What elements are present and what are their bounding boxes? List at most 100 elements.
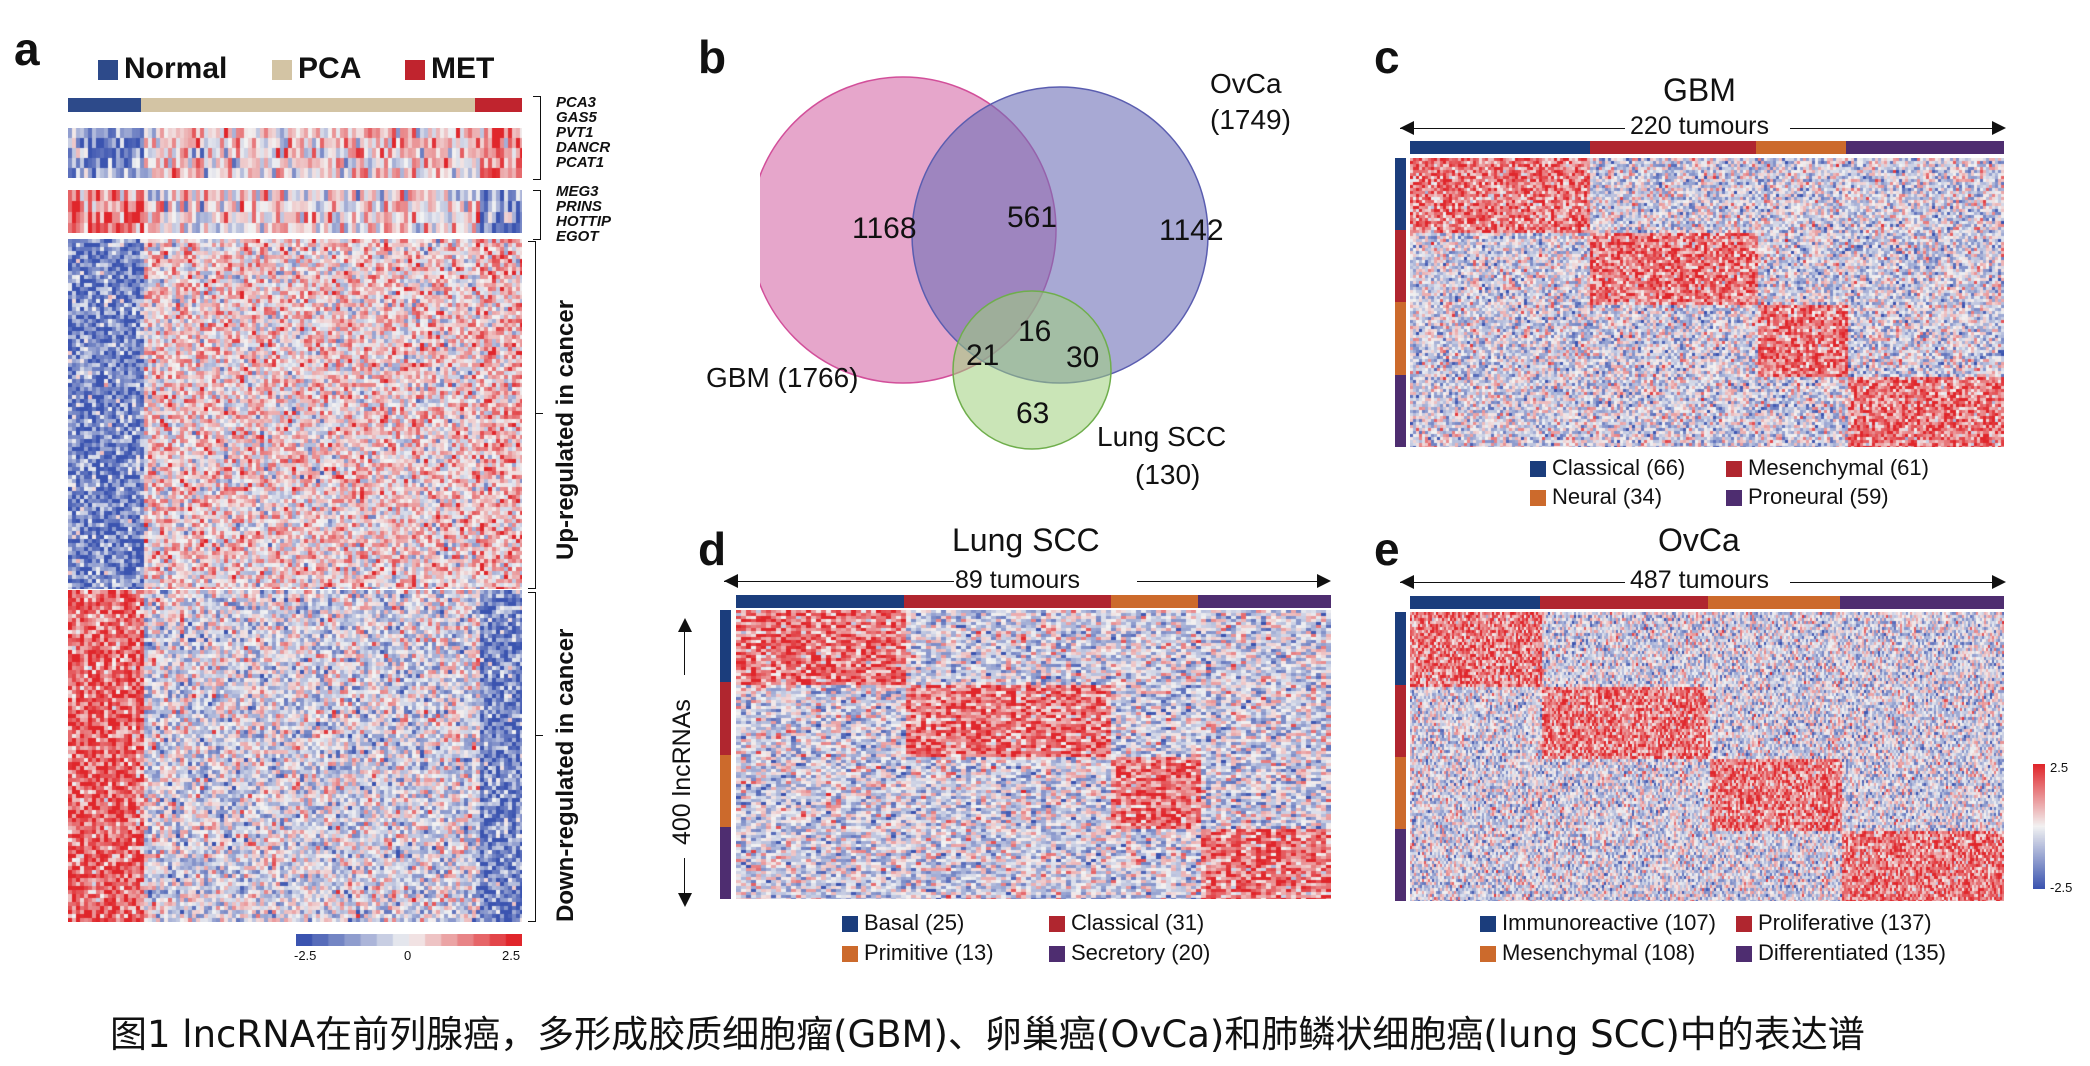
- heatmap-a-upregulated: [68, 239, 522, 589]
- row-bar-e-immunoreactive: [1395, 612, 1406, 685]
- region-ovca-lung: 30: [1066, 341, 1100, 374]
- set-label-lung: Lung SCC: [1097, 421, 1227, 452]
- annotation-bar-normal: [68, 98, 141, 112]
- arrow-line-d-down: [684, 858, 685, 896]
- panel-d-ylabel: 400 lncRNAs: [668, 699, 696, 845]
- scale-a-max: 2.5: [502, 948, 521, 963]
- arrow-head-d-left: [724, 574, 738, 588]
- panel-c-subtitle: 220 tumours: [1630, 112, 1769, 140]
- row-bar-c-classical: [1395, 158, 1406, 230]
- heatmap-a-downregulated: [68, 590, 522, 922]
- bracket-tick-up: [535, 413, 543, 414]
- legend-e-immunoreactive: Immunoreactive (107): [1480, 910, 1716, 936]
- annotation-bar-met: [475, 98, 522, 112]
- row-bar-c-proneural: [1395, 375, 1406, 447]
- heatmap-gbm: [1410, 158, 2004, 447]
- arrow-head-d-down: [678, 893, 692, 907]
- heatmap-a-down-genes: [68, 190, 522, 233]
- swatch: [1530, 461, 1546, 478]
- arrow-line-e-left: [1400, 582, 1625, 583]
- panel-d-letter: d: [698, 523, 727, 575]
- group-bar-e-proliferative: [1540, 596, 1708, 609]
- panel-e-subtitle: 487 tumours: [1630, 566, 1769, 594]
- set-count-lung: (130): [1135, 459, 1201, 490]
- legend-e-differentiated: Differentiated (135): [1736, 940, 1946, 966]
- row-bar-d-primitive: [720, 755, 731, 827]
- row-bar-d-secretory: [720, 827, 731, 899]
- swatch: [842, 916, 858, 933]
- group-bar-d-primitive: [1111, 595, 1198, 608]
- region-gbm-ovca: 561: [1007, 201, 1058, 234]
- gene-label: DANCR: [556, 139, 611, 156]
- legend-e-mesenchymal: Mesenchymal (108): [1480, 940, 1695, 966]
- arrow-head-c-left: [1400, 121, 1414, 135]
- swatch: [1049, 916, 1065, 933]
- group-bar-e-immunoreactive: [1410, 596, 1540, 609]
- pca-swatch: [272, 60, 293, 81]
- upregulated-label: Up-regulated in cancer: [552, 299, 579, 560]
- legend-label: Secretory (20): [1071, 940, 1211, 965]
- annotation-bar-pca: [141, 98, 475, 112]
- arrow-line-c-right: [1790, 128, 2004, 129]
- legend-label: Immunoreactive (107): [1502, 910, 1716, 935]
- row-bar-c-neural: [1395, 302, 1406, 375]
- region-ovca-only: 1142: [1159, 214, 1224, 247]
- group-bar-c-classical: [1410, 141, 1590, 154]
- region-all-three: 16: [1018, 315, 1052, 348]
- panel-c-title: GBM: [1663, 72, 1736, 108]
- arrow-head-c-right: [1992, 121, 2006, 135]
- group-bar-d-basal: [736, 595, 904, 608]
- panel-d-subtitle: 89 tumours: [955, 566, 1081, 594]
- bracket-upregulated: [528, 241, 536, 589]
- legend-c-proneural: Proneural (59): [1726, 484, 1889, 510]
- gene-bracket-down: [533, 190, 541, 240]
- legend-e-proliferative: Proliferative (137): [1736, 910, 1932, 936]
- gene-label: EGOT: [556, 228, 599, 245]
- legend-label: Mesenchymal (108): [1502, 940, 1696, 965]
- arrow-head-d-right: [1317, 574, 1331, 588]
- panel-a-letter: a: [14, 23, 40, 75]
- scale-e-max: 2.5: [2050, 760, 2069, 775]
- legend-label: Proneural (59): [1748, 484, 1889, 509]
- gene-label: HOTTIP: [556, 213, 611, 230]
- figure-caption: 图1 lncRNA在前列腺癌，多形成胶质细胞瘤(GBM)、卵巢癌(OvCa)和肺…: [110, 1013, 1865, 1056]
- scale-a-min: -2.5: [294, 948, 317, 963]
- swatch: [1049, 946, 1065, 963]
- legend-d-basal: Basal (25): [842, 910, 964, 936]
- panel-c-letter: c: [1374, 31, 1400, 83]
- row-bar-e-differentiated: [1395, 829, 1406, 901]
- legend-label: Mesenchymal (61): [1748, 455, 1929, 480]
- swatch: [1726, 490, 1742, 507]
- group-bar-c-mesenchymal: [1590, 141, 1756, 154]
- normal-swatch: [98, 60, 118, 81]
- heatmap-lung-scc: [736, 610, 1331, 899]
- heatmap-a-up-genes: [68, 128, 522, 178]
- set-label-gbm: GBM (1766): [706, 362, 859, 393]
- gene-list-up: PCA3 GAS5 PVT1 DANCR PCAT1: [556, 95, 610, 170]
- legend-pca: PCA: [298, 52, 361, 85]
- group-bar-d-secretory: [1198, 595, 1331, 608]
- panel-e-title: OvCa: [1658, 522, 1740, 558]
- region-gbm-only: 1168: [852, 212, 917, 245]
- legend-c-mesenchymal: Mesenchymal (61): [1726, 455, 1929, 481]
- swatch: [1530, 490, 1546, 507]
- row-bar-e-proliferative: [1395, 685, 1406, 757]
- arrow-head-d-up: [678, 618, 692, 632]
- swatch: [1736, 946, 1752, 963]
- swatch: [1480, 946, 1496, 963]
- scale-a-mid: 0: [404, 948, 412, 963]
- gene-label: PCAT1: [556, 154, 605, 171]
- legend-label: Classical (31): [1071, 910, 1205, 935]
- swatch: [1736, 916, 1752, 933]
- row-bar-c-mesenchymal: [1395, 230, 1406, 302]
- legend-label: Primitive (13): [864, 940, 994, 965]
- legend-normal: Normal: [124, 52, 228, 85]
- arrow-line-d-up: [684, 630, 685, 675]
- legend-d-classical: Classical (31): [1049, 910, 1204, 936]
- group-bar-e-mesenchymal: [1708, 596, 1840, 609]
- colorscale-a: [296, 934, 522, 946]
- bracket-downregulated: [528, 592, 536, 922]
- legend-c-neural: Neural (34): [1530, 484, 1662, 510]
- venn-diagram: [760, 76, 1209, 450]
- bracket-tick-down: [535, 735, 543, 736]
